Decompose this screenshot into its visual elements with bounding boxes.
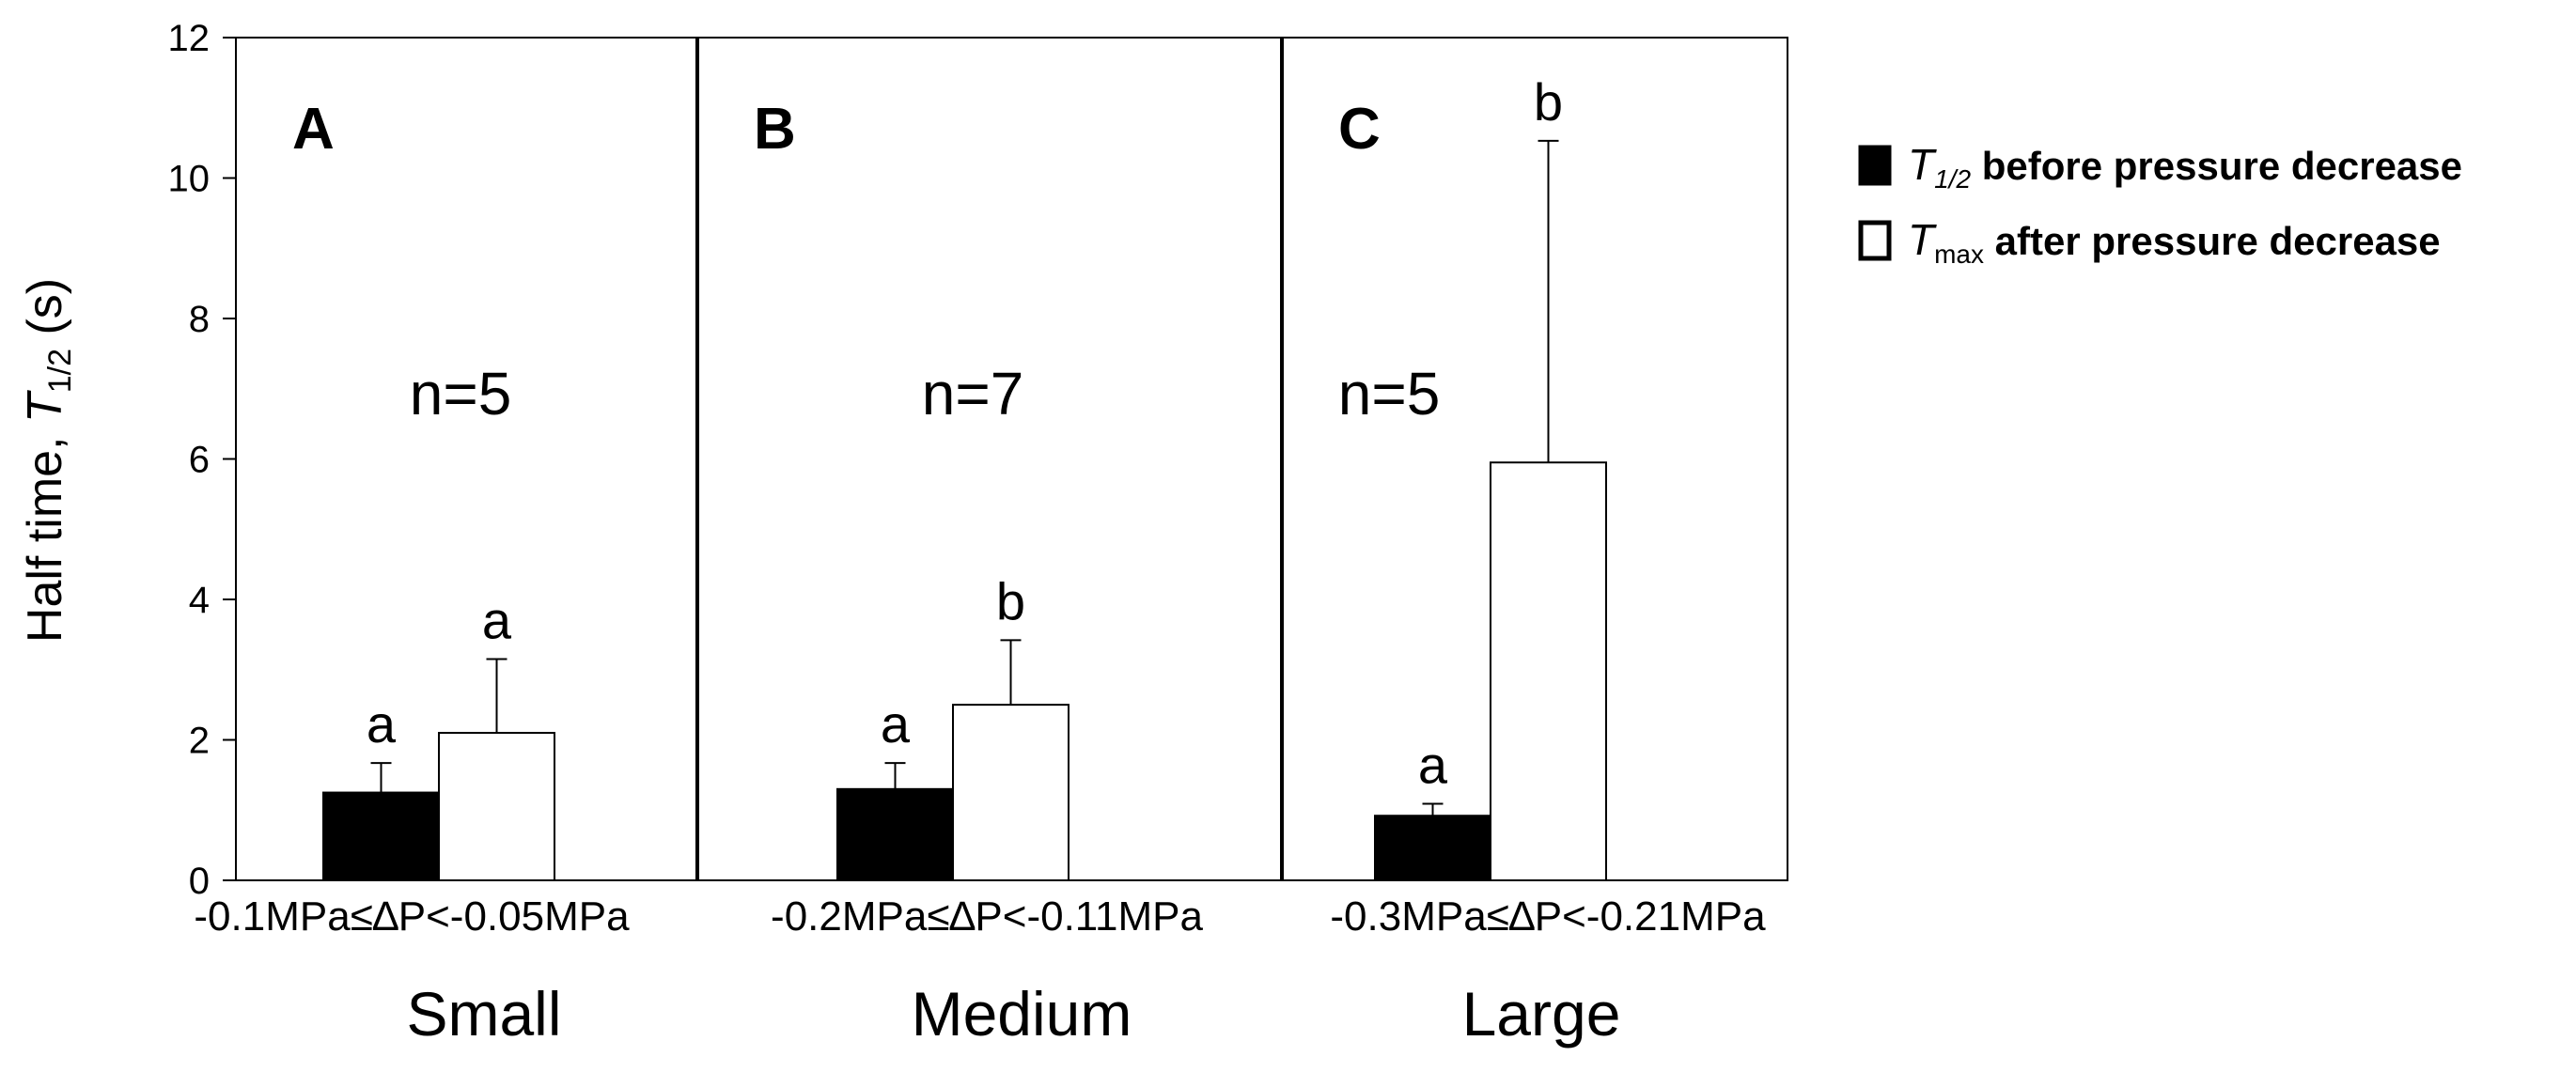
bar-before xyxy=(836,787,954,882)
panel-a xyxy=(322,658,555,882)
legend-swatch-before xyxy=(1858,145,1892,186)
y-tick-label: 4 xyxy=(189,580,210,621)
y-tick-label: 2 xyxy=(189,721,210,762)
legend-swatch-after xyxy=(1858,220,1892,261)
panel-label: A xyxy=(292,97,335,162)
y-tick-label: 10 xyxy=(168,159,211,200)
significance-letter: a xyxy=(367,694,397,754)
panel-c xyxy=(1374,139,1607,881)
y-tick-label: 6 xyxy=(189,440,210,481)
panel-label: C xyxy=(1338,97,1381,162)
bar-after xyxy=(952,704,1069,881)
significance-letter: a xyxy=(1418,736,1448,795)
x-range-label: -0.2MPa≤∆P<-0.11MPa xyxy=(771,893,1203,940)
bar-after xyxy=(438,732,555,882)
bar-before xyxy=(322,791,440,881)
significance-letter: b xyxy=(996,571,1025,630)
sample-size-label: n=5 xyxy=(1338,360,1441,427)
x-category-label: Large xyxy=(1462,979,1621,1049)
significance-letter: a xyxy=(482,591,512,650)
y-tick-label: 0 xyxy=(189,861,210,902)
panel-label: B xyxy=(754,97,796,162)
x-range-label: -0.1MPa≤∆P<-0.05MPa xyxy=(194,893,630,940)
legend: T1/2 before pressure decrease Tmax after … xyxy=(1858,140,2462,269)
y-axis-label: Half time, T1/2 (s) xyxy=(18,278,78,643)
y-tick-label: 12 xyxy=(168,18,211,59)
bars-group xyxy=(322,139,1607,882)
sample-size-label: n=5 xyxy=(410,360,512,427)
bar-after xyxy=(1490,461,1607,881)
sample-size-label: n=7 xyxy=(922,360,1024,427)
x-range-label: -0.3MPa≤∆P<-0.21MPa xyxy=(1330,893,1766,940)
x-category-label: Small xyxy=(406,979,561,1049)
y-tick-label: 8 xyxy=(189,299,210,340)
labels-group: 0 2 4 6 8 10 12 Half time, T1/2 (s) a a An=5 -0.1MP… xyxy=(18,18,1766,1049)
significance-letter: a xyxy=(881,694,911,754)
legend-label: T1/2 before pressure decrease xyxy=(1908,140,2462,194)
bar-before xyxy=(1374,815,1491,881)
significance-letter: b xyxy=(1534,72,1563,132)
panel-b xyxy=(836,639,1069,882)
x-category-label: Medium xyxy=(912,979,1132,1049)
legend-label: Tmax after pressure decrease xyxy=(1908,215,2441,269)
